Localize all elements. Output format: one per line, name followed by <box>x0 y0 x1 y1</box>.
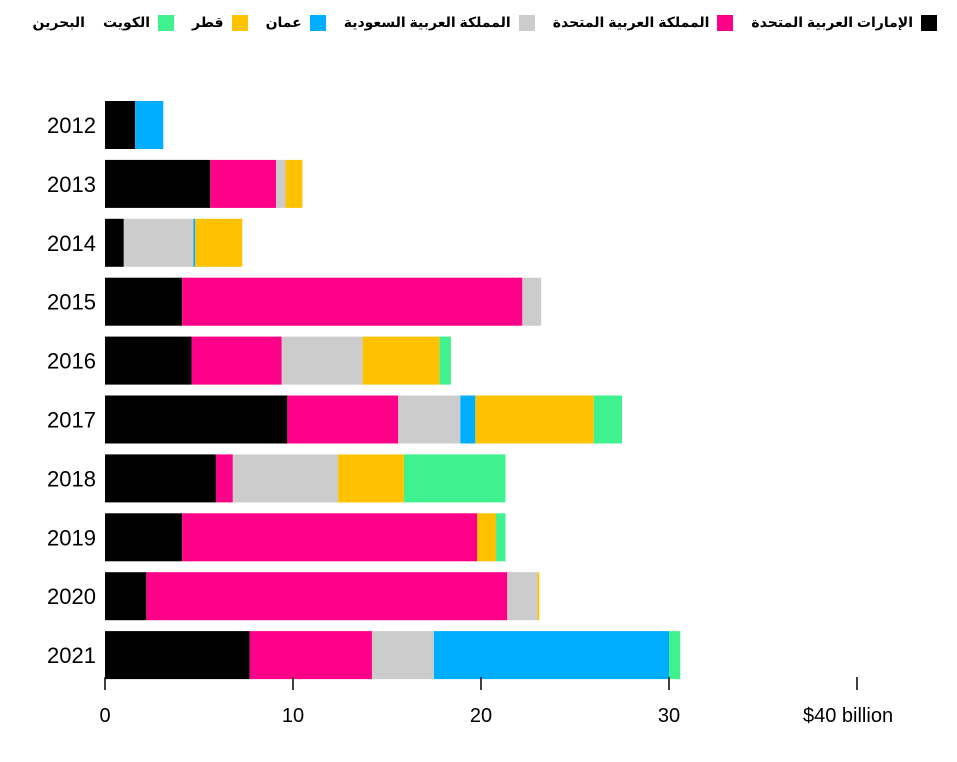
bar-segment-2020-0 <box>105 572 147 621</box>
bar-segment-2021-1 <box>249 631 372 680</box>
bar-segment-2016-1 <box>191 336 282 385</box>
legend: الإمارات العربية المتحدة المملكة العربية… <box>33 14 937 31</box>
bar-segment-2019-4 <box>477 513 497 562</box>
legend-item-kuwait: الكويت <box>102 14 175 31</box>
bar-segment-2019-1 <box>182 513 478 562</box>
y-tick-label-2014: 2014 <box>47 231 96 256</box>
bar-segment-2013-0 <box>105 159 211 208</box>
bar-segment-2018-1 <box>215 454 233 503</box>
x-tick-label-30: 30 <box>658 705 680 727</box>
y-tick-label-2016: 2016 <box>47 349 96 374</box>
y-tick-label-2020: 2020 <box>47 584 96 609</box>
bar-segment-2015-1 <box>182 277 523 326</box>
y-tick-label-2019: 2019 <box>47 525 96 550</box>
bar-segment-2021-5 <box>669 631 681 680</box>
legend-item-oman: عمان <box>266 14 326 31</box>
legend-label-bahrain: البحرين <box>32 14 85 30</box>
legend-label-qatar: قطر <box>192 14 224 30</box>
bar-segment-2015-2 <box>522 277 542 326</box>
legend-item-qatar: قطر <box>192 14 248 31</box>
bar-segment-2021-0 <box>105 631 250 680</box>
bar-segment-2017-3 <box>460 395 476 444</box>
bar-segment-2020-2 <box>507 572 538 621</box>
bar-segment-2012-3 <box>135 101 164 149</box>
legend-item-uk: المملكة العربية المتحدة <box>553 14 734 31</box>
legend-item-uae: الإمارات العربية المتحدة <box>751 14 937 31</box>
bar-segment-2014-2 <box>123 218 194 267</box>
bar-segment-2016-0 <box>105 336 192 385</box>
bar-segment-2018-5 <box>403 454 506 503</box>
x-tick-label-40: $40 billion <box>803 705 893 727</box>
bar-segment-2017-4 <box>475 395 594 444</box>
y-tick-label-2015: 2015 <box>47 290 96 315</box>
legend-swatch-kuwait <box>158 14 175 31</box>
x-tick-label-10: 10 <box>282 705 304 727</box>
y-tick-label-2021: 2021 <box>47 643 96 668</box>
legend-label-uae: الإمارات العربية المتحدة <box>751 14 913 30</box>
legend-label-kuwait: الكويت <box>102 14 151 30</box>
bars-layer <box>105 101 681 680</box>
legend-swatch-uae <box>921 14 937 31</box>
bar-segment-2013-1 <box>210 159 277 208</box>
bar-segment-2013-2 <box>276 159 286 208</box>
bar-segment-2014-0 <box>105 218 124 267</box>
legend-swatch-uk <box>717 14 734 31</box>
y-axis-labels: 2012 2013 2014 2015 2016 2017 2018 2019 2020 2021 <box>47 113 96 668</box>
bar-segment-2014-4 <box>195 218 243 267</box>
bar-segment-2015-0 <box>105 277 183 326</box>
bar-segment-2017-0 <box>105 395 288 444</box>
x-axis: 0 10 20 30 $40 billion <box>99 677 893 727</box>
x-tick-label-20: 20 <box>470 705 492 727</box>
legend-swatch-oman <box>309 14 326 31</box>
legend-item-bahrain: البحرين <box>33 14 85 31</box>
legend-label-uk: المملكة العربية المتحدة <box>552 14 710 30</box>
bar-segment-2016-5 <box>439 336 451 385</box>
legend-item-saudi: المملكة العربية السعودية <box>344 14 535 31</box>
bar-segment-2018-0 <box>105 454 216 503</box>
y-tick-label-2012: 2012 <box>47 113 96 138</box>
bar-segment-2016-4 <box>362 336 440 385</box>
bar-segment-2020-1 <box>146 572 508 621</box>
bar-segment-2018-4 <box>338 454 404 503</box>
legend-swatch-saudi <box>518 14 535 31</box>
legend-swatch-qatar <box>231 14 248 31</box>
bar-segment-2019-5 <box>496 513 506 562</box>
bar-segment-2021-2 <box>371 631 434 680</box>
bar-segment-2016-2 <box>281 336 363 385</box>
bar-segment-2021-3 <box>434 631 669 680</box>
y-tick-label-2017: 2017 <box>47 408 96 433</box>
y-tick-label-2013: 2013 <box>47 172 96 197</box>
bar-segment-2020-4 <box>537 572 540 621</box>
bar-segment-2017-5 <box>593 395 622 444</box>
bar-segment-2018-2 <box>232 454 339 503</box>
bar-segment-2017-2 <box>398 395 461 444</box>
y-tick-label-2018: 2018 <box>47 466 96 491</box>
legend-label-oman: عمان <box>265 14 302 30</box>
legend-label-saudi: المملكة العربية السعودية <box>343 14 511 30</box>
bar-segment-2013-4 <box>285 159 303 208</box>
bar-segment-2017-1 <box>287 395 399 444</box>
bar-segment-2012-0 <box>105 101 136 149</box>
bar-segment-2014-3 <box>193 218 196 267</box>
bar-segment-2019-0 <box>105 513 183 562</box>
x-tick-label-0: 0 <box>99 705 110 727</box>
